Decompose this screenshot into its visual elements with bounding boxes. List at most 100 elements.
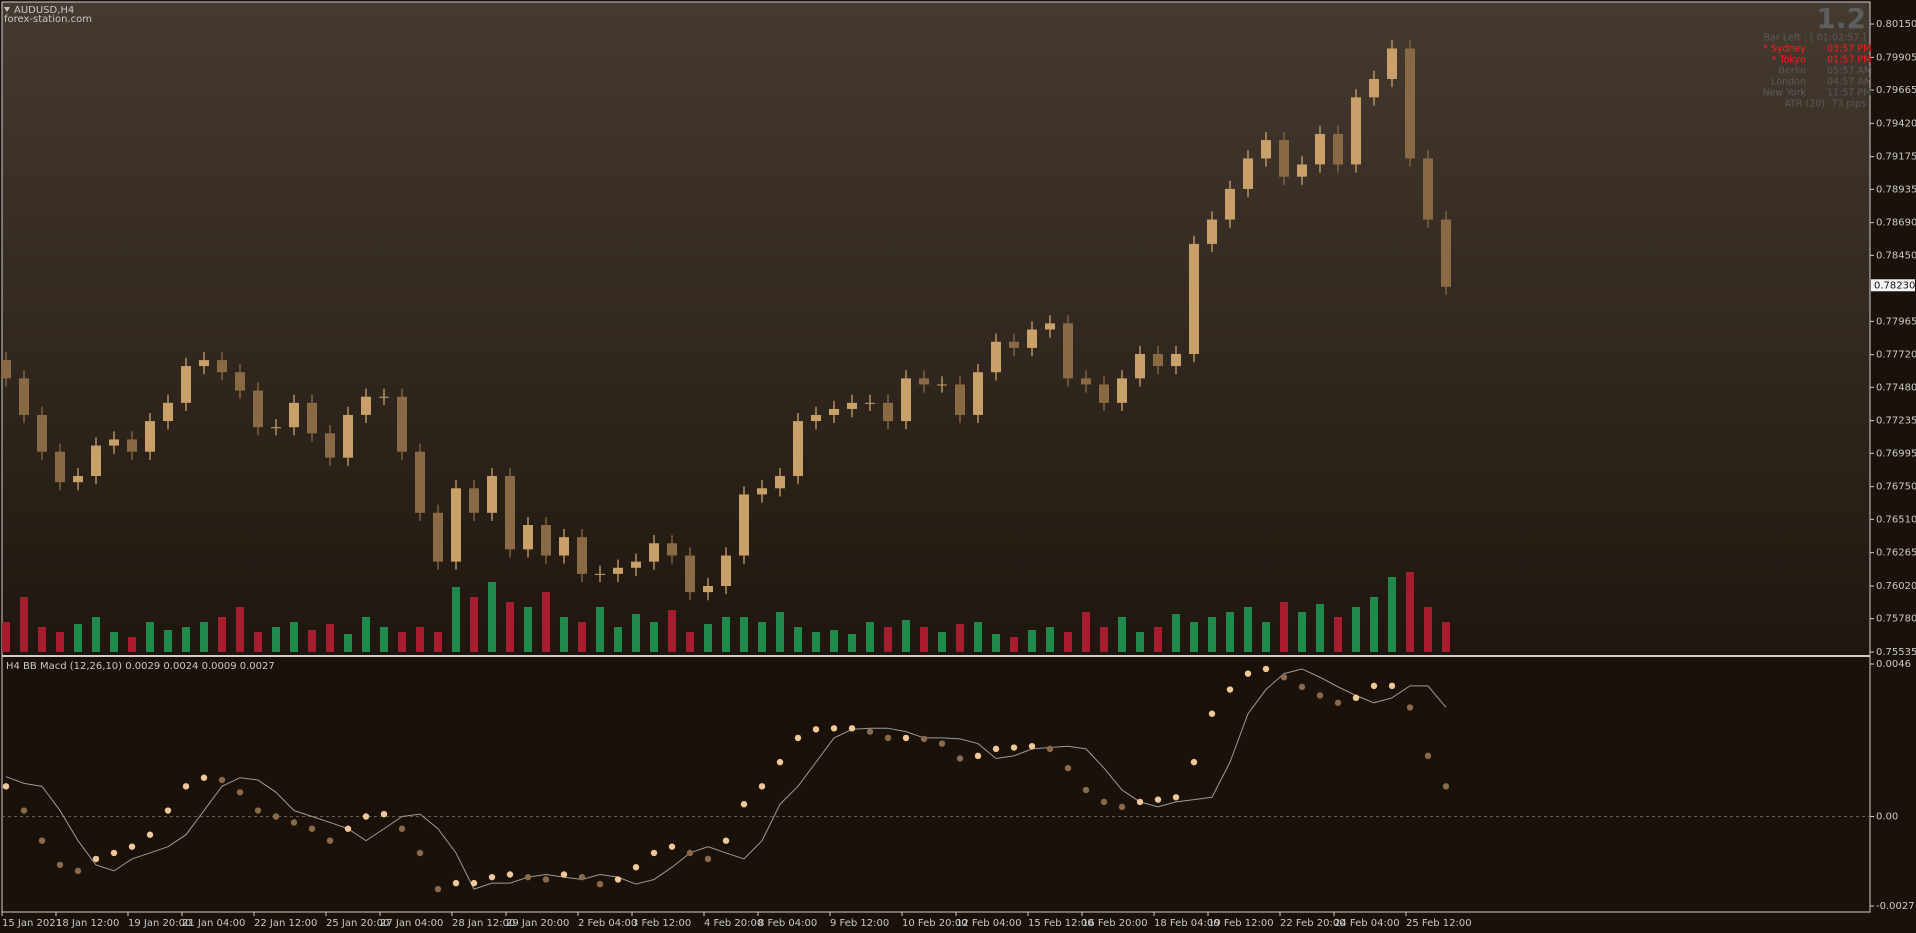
x-tick-label: 12 Feb 04:00 — [956, 918, 1022, 929]
candle-body — [1135, 353, 1145, 379]
candle-body — [19, 378, 29, 415]
menu-arrow[interactable] — [4, 7, 10, 12]
volume-bar — [344, 634, 352, 652]
x-tick-label: 29 Jan 20:00 — [506, 918, 569, 929]
macd-dot — [1442, 783, 1450, 790]
y-tick-label: 0.77720 — [1876, 350, 1916, 361]
macd-dot — [1424, 752, 1432, 760]
macd-dot — [128, 843, 136, 850]
macd-dot — [1028, 743, 1036, 750]
candle-body — [145, 421, 155, 452]
candle-body — [433, 512, 443, 562]
volume-bar — [560, 617, 568, 652]
candle-body — [397, 396, 407, 452]
macd-dot — [1352, 694, 1360, 702]
volume-bar — [830, 630, 838, 652]
price-pane — [2, 2, 1870, 654]
macd-dot — [794, 734, 802, 742]
y-tick-label: 0.78935 — [1876, 184, 1916, 195]
candle-body — [1153, 353, 1163, 367]
candle-body — [955, 384, 965, 415]
candle-body — [1189, 243, 1199, 354]
session-time: 03:57 PM — [1827, 44, 1871, 55]
candle-body — [163, 402, 173, 422]
candle-body — [1423, 158, 1433, 220]
macd-dot — [164, 807, 172, 814]
candle-body — [343, 414, 353, 458]
candle-body — [685, 555, 695, 593]
macd-pane — [2, 658, 1870, 912]
macd-dot — [740, 801, 748, 808]
volume-bar — [1280, 602, 1288, 652]
macd-dot — [308, 825, 316, 832]
macd-dot — [704, 855, 712, 863]
macd-dot — [344, 825, 352, 832]
session-name: London — [1771, 77, 1806, 88]
x-tick-label: 21 Jan 04:00 — [182, 918, 245, 929]
candle-body — [235, 372, 245, 391]
macd-dot — [686, 849, 694, 857]
signal-line — [5, 668, 1447, 890]
macd-dot — [614, 876, 622, 883]
x-tick-label: 25 Jan 20:00 — [326, 918, 389, 929]
macd-dot — [542, 876, 550, 883]
volume-bar — [704, 624, 712, 652]
y-tick-label: 0.77965 — [1876, 316, 1916, 327]
y-tick-label: 0.76020 — [1876, 581, 1916, 592]
candle-body — [829, 408, 839, 415]
volume-bar — [398, 632, 406, 652]
bar-left: Bar Left : [ 01:02:57 ] — [1764, 33, 1867, 44]
macd-dot — [758, 783, 766, 790]
candle-body — [1333, 133, 1343, 165]
volume-bar — [776, 612, 784, 652]
macd-dot — [506, 871, 514, 878]
macd-dot — [668, 843, 676, 850]
macd-dot — [92, 855, 100, 863]
candle-body — [253, 390, 263, 428]
candle-body — [649, 543, 659, 562]
candle-body — [217, 360, 227, 373]
y-tick-label: 0.75535 — [1876, 647, 1916, 658]
y-tick-label: 0.79665 — [1876, 85, 1916, 96]
volume-bar — [308, 630, 316, 652]
candle-body — [883, 402, 893, 422]
candle-body — [1441, 219, 1451, 287]
macd-dot — [812, 726, 820, 733]
macd-dot — [1010, 744, 1018, 751]
macd-dot — [632, 864, 640, 871]
session-time: 11:57 PM — [1827, 88, 1871, 99]
volume-bar — [542, 592, 550, 652]
volume-bar — [218, 617, 226, 652]
candle-body — [919, 378, 929, 385]
volume-bar — [848, 634, 856, 652]
y-tick-label: 0.76510 — [1876, 514, 1916, 525]
macd-dot — [56, 861, 64, 869]
macd-dot — [974, 752, 982, 760]
macd-dot — [2, 783, 10, 790]
volume-bar — [1316, 604, 1324, 652]
y-tick-label: 0.00 — [1876, 811, 1898, 822]
macd-dot — [20, 807, 28, 814]
candle-body — [991, 341, 1001, 373]
candle-body — [901, 378, 911, 422]
candle-body — [541, 525, 551, 556]
macd-dot — [380, 810, 388, 818]
candle-body — [1207, 219, 1217, 244]
candle-body — [415, 451, 425, 513]
candle-body — [505, 476, 515, 550]
panel-version: 1.2 — [1816, 2, 1866, 35]
volume-bar — [92, 617, 100, 652]
x-tick-label: 24 Feb 04:00 — [1334, 918, 1400, 929]
macd-dot — [1370, 682, 1378, 690]
volume-bar — [740, 617, 748, 652]
macd-dot — [398, 825, 406, 832]
candle-body — [1045, 323, 1055, 330]
macd-dot — [218, 776, 226, 784]
macd-dot — [578, 873, 586, 881]
candle-body — [1063, 323, 1073, 379]
macd-dot — [1136, 798, 1144, 806]
volume-bar — [200, 622, 208, 652]
candle-body — [1279, 140, 1289, 177]
candle-body — [1351, 97, 1361, 165]
